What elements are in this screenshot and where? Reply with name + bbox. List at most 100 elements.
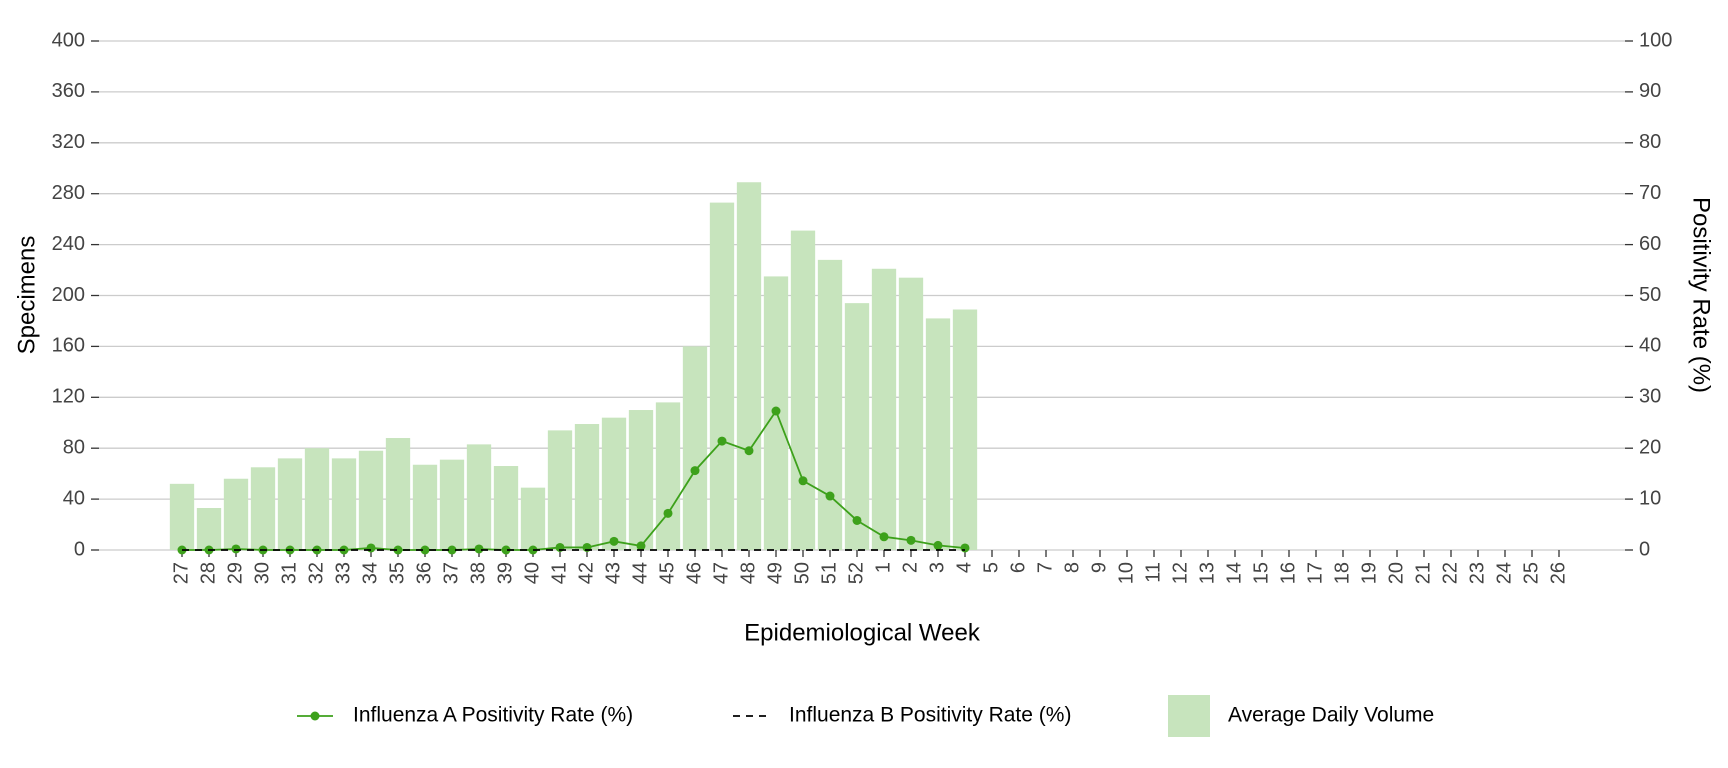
y-tick-label: 240	[52, 233, 85, 255]
x-tick-label: 18	[1331, 562, 1353, 584]
x-tick-label: 36	[413, 562, 435, 584]
bar	[574, 424, 600, 550]
x-tick-label: 43	[602, 562, 624, 584]
y-tick-label: 120	[52, 386, 85, 408]
bar	[385, 438, 411, 550]
x-tick-label: 13	[1196, 562, 1218, 584]
bar	[871, 268, 897, 550]
legend-swatch	[1168, 695, 1210, 737]
bar	[466, 444, 492, 550]
y-tick-label: 360	[52, 80, 85, 102]
x-tick-label: 27	[170, 562, 192, 584]
point	[231, 544, 241, 554]
x-tick-label: 42	[575, 562, 597, 584]
x-axis-title: Epidemiological Week	[744, 619, 981, 646]
bar	[277, 458, 303, 550]
y-tick-label: 160	[52, 335, 85, 357]
x-tick-label: 12	[1169, 562, 1191, 584]
x-tick-label: 25	[1520, 562, 1542, 584]
x-tick-label: 14	[1223, 562, 1245, 584]
x-tick-label: 23	[1466, 562, 1488, 584]
x-tick-label: 11	[1142, 562, 1164, 583]
bar	[925, 318, 951, 550]
bar	[709, 202, 735, 551]
bar	[169, 483, 195, 550]
y2-tick-label: 30	[1639, 386, 1661, 408]
y-tick-label: 200	[52, 284, 85, 306]
y2-tick-label: 40	[1639, 335, 1661, 357]
x-tick-label: 9	[1088, 562, 1110, 573]
y-tick-label: 320	[52, 131, 85, 153]
point	[690, 466, 700, 476]
y2-tick-label: 10	[1639, 487, 1661, 509]
legend-label: Influenza A Positivity Rate (%)	[353, 704, 633, 727]
x-tick-label: 49	[764, 562, 786, 584]
point	[960, 543, 970, 553]
point	[798, 476, 808, 486]
x-tick-label: 30	[251, 562, 273, 584]
legend-label: Influenza B Positivity Rate (%)	[789, 704, 1071, 727]
x-tick-label: 47	[710, 562, 732, 584]
bar	[736, 182, 762, 550]
x-tick-label: 5	[980, 562, 1002, 573]
x-tick-label: 40	[521, 562, 543, 584]
bar	[520, 487, 546, 550]
y-tick-label: 80	[63, 436, 85, 458]
x-tick-label: 31	[278, 562, 300, 584]
x-tick-label: 51	[818, 562, 840, 584]
y2-tick-label: 90	[1639, 80, 1661, 102]
y2-tick-label: 100	[1639, 29, 1672, 51]
point	[744, 446, 754, 456]
legend-marker	[310, 711, 320, 721]
y2-tick-label: 50	[1639, 284, 1661, 306]
x-tick-label: 15	[1250, 562, 1272, 584]
x-tick-label: 29	[224, 562, 246, 584]
x-tick-label: 35	[386, 562, 408, 584]
point	[906, 535, 916, 545]
y2-tick-label: 70	[1639, 182, 1661, 204]
x-tick-label: 20	[1385, 562, 1407, 584]
x-tick-label: 39	[494, 562, 516, 584]
x-tick-label: 48	[737, 562, 759, 584]
point	[447, 545, 457, 555]
point	[933, 540, 943, 550]
bar	[844, 303, 870, 550]
bar	[817, 259, 843, 550]
point	[825, 491, 835, 501]
x-tick-label: 4	[953, 562, 975, 573]
y2-tick-label: 60	[1639, 233, 1661, 255]
y-tick-label: 400	[52, 29, 85, 51]
bar	[250, 467, 276, 550]
y-tick-label: 280	[52, 182, 85, 204]
legend-label: Average Daily Volume	[1228, 704, 1434, 727]
bar	[358, 450, 384, 550]
point	[879, 532, 889, 542]
point	[609, 536, 619, 546]
bar	[655, 402, 681, 550]
bar	[331, 458, 357, 550]
y2-tick-label: 0	[1639, 538, 1650, 560]
point	[501, 545, 511, 555]
y2-tick-label: 80	[1639, 131, 1661, 153]
x-tick-label: 37	[440, 562, 462, 584]
x-tick-label: 21	[1412, 562, 1434, 584]
y2-axis-title: Positivity Rate (%)	[1688, 197, 1715, 393]
x-tick-label: 2	[899, 562, 921, 573]
y-tick-label: 0	[74, 538, 85, 560]
x-tick-label: 17	[1304, 562, 1326, 584]
point	[393, 545, 403, 555]
x-tick-label: 26	[1547, 562, 1569, 584]
x-tick-label: 52	[845, 562, 867, 584]
bar	[493, 466, 519, 550]
bar	[223, 478, 249, 550]
y-axis-title: Specimens	[13, 236, 40, 355]
bar	[898, 277, 924, 550]
bar	[790, 230, 816, 551]
bar	[682, 346, 708, 550]
point	[420, 545, 430, 555]
x-tick-label: 10	[1115, 562, 1137, 584]
bar	[412, 464, 438, 550]
bar	[196, 508, 222, 550]
x-tick-label: 16	[1277, 562, 1299, 584]
